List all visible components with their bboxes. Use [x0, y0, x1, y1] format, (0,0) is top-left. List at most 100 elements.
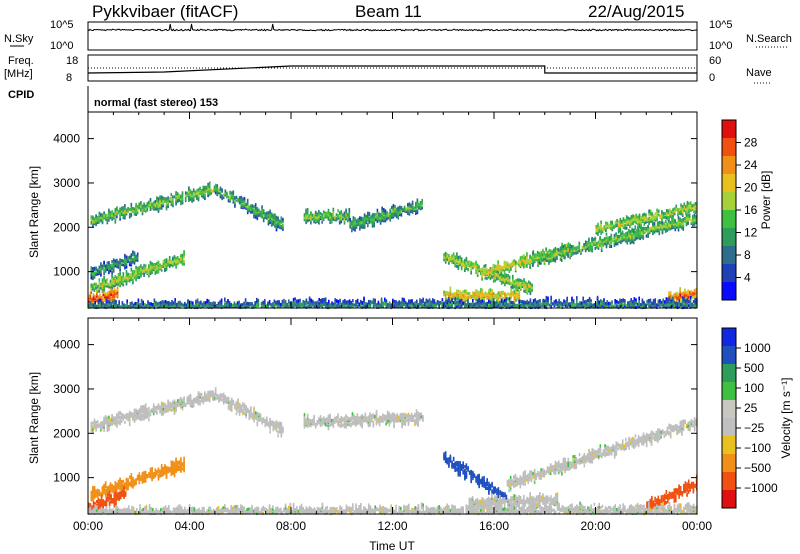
scatter-cell [490, 267, 493, 271]
scatter-cell [494, 276, 496, 280]
scatter-cell [448, 254, 450, 258]
scatter-cell [122, 208, 125, 212]
scatter-cell [416, 305, 418, 309]
scatter-cell [102, 301, 104, 305]
scatter-cell [168, 263, 171, 267]
scatter-cell [185, 305, 188, 309]
scatter-cell [241, 303, 244, 307]
scatter-cell [336, 299, 338, 303]
scatter-cell [321, 213, 323, 217]
scatter-cell [497, 270, 499, 274]
scatter-cell [649, 209, 652, 213]
scatter-cell [254, 301, 256, 305]
scatter-cell [470, 261, 472, 265]
scatter-cell [588, 247, 590, 251]
scatter-cell [119, 263, 121, 267]
scatter-cell [144, 207, 147, 211]
scatter-cell [576, 245, 579, 249]
scatter-cell [175, 191, 177, 195]
scatter-cell [171, 302, 173, 306]
scatter-cell [464, 289, 466, 293]
scatter-cell [584, 242, 587, 247]
scatter-cell [181, 253, 184, 257]
scatter-cell [141, 204, 144, 208]
scatter-cell [332, 305, 335, 309]
scatter-cell [464, 258, 466, 263]
scatter-cell [349, 217, 351, 222]
scatter-cell [465, 303, 468, 307]
scatter-cell [360, 216, 363, 220]
scatter-cell [451, 301, 453, 305]
scatter-cell [381, 215, 383, 219]
scatter-cell [625, 215, 628, 219]
scatter-cell [676, 294, 678, 298]
scatter-cell [661, 228, 664, 232]
scatter-cell [504, 298, 506, 303]
scatter-cell [124, 209, 126, 213]
scatter-cell [487, 270, 490, 274]
scatter-cell [145, 304, 148, 308]
scatter-cell [476, 290, 479, 294]
scatter-cell [508, 263, 511, 267]
scatter-cell [342, 217, 344, 221]
scatter-cell [104, 298, 106, 302]
scatter-cell [540, 252, 542, 256]
scatter-cell [532, 251, 534, 255]
scatter-cell [567, 243, 569, 247]
scatter-cell [597, 222, 599, 226]
scatter-cell [495, 264, 498, 268]
scatter-cell [552, 257, 555, 261]
scatter-cell [98, 269, 101, 273]
scatter-cell [403, 302, 405, 306]
scatter-cell [420, 299, 423, 303]
scatter-cell [545, 247, 547, 251]
scatter-cell [132, 258, 134, 262]
scatter-cell [467, 299, 469, 303]
scatter-cell [638, 213, 641, 217]
scatter-cell [559, 249, 561, 253]
scatter-cell [123, 303, 125, 307]
scatter-cell [523, 278, 525, 282]
scatter-cell [292, 302, 295, 307]
scatter-cell [200, 300, 202, 304]
scatter-cell [689, 290, 691, 294]
scatter-cell [152, 201, 155, 205]
scatter-cell [507, 305, 509, 309]
scatter-cell [174, 298, 176, 302]
scatter-cell [364, 301, 367, 306]
scatter-cell [340, 220, 343, 224]
scatter-cell [415, 209, 417, 213]
scatter-cell [465, 256, 468, 260]
scatter-cell [637, 215, 639, 219]
scatter-cell [415, 201, 417, 205]
scatter-cell [167, 262, 169, 266]
scatter-cell [316, 212, 319, 216]
scatter-cell [496, 297, 498, 301]
scatter-cell [494, 301, 496, 305]
scatter-cell [521, 279, 524, 283]
scatter-cell [594, 240, 597, 244]
scatter-cell [559, 257, 562, 261]
scatter-cell [319, 212, 322, 216]
scatter-cell [401, 301, 404, 305]
scatter-cell [172, 199, 174, 203]
scatter-cell [281, 302, 284, 306]
scatter-cell [98, 280, 101, 284]
scatter-cell [107, 300, 109, 304]
scatter-cell [422, 303, 424, 307]
scatter-cell [261, 209, 263, 213]
scatter-cell [208, 302, 210, 306]
scatter-cell [389, 212, 391, 216]
scatter-cell [302, 302, 304, 306]
scatter-cell [526, 282, 529, 286]
scatter-cell [143, 272, 145, 276]
n-sky-trace [87, 23, 698, 32]
scatter-cell [537, 299, 540, 303]
scatter-cell [489, 300, 492, 304]
scatter-cell [496, 276, 498, 280]
scatter-cell [259, 213, 262, 217]
scatter-cell [616, 222, 618, 226]
scatter-cell [677, 228, 680, 232]
scatter-cell [464, 303, 466, 307]
scatter-cell [267, 301, 269, 305]
